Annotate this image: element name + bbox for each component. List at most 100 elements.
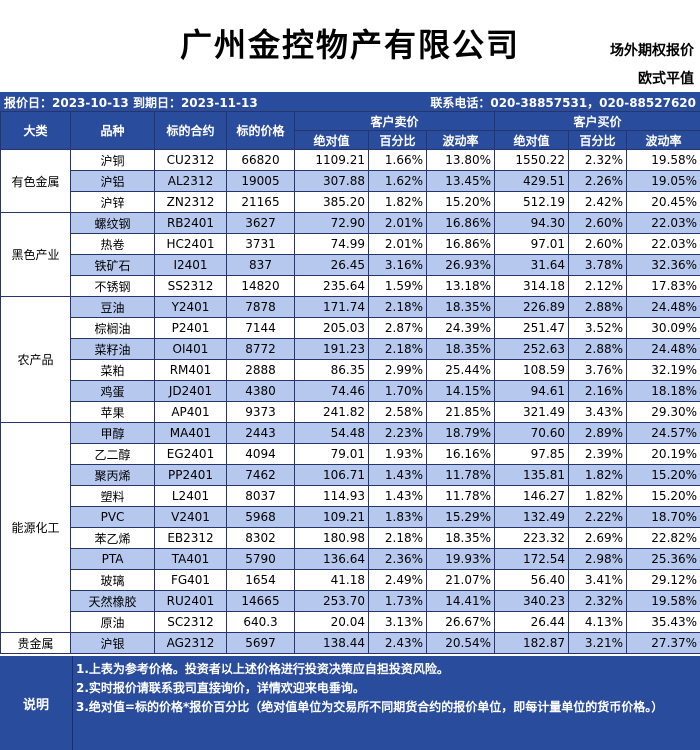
- variety-cell: 沪银: [70, 632, 155, 654]
- price-cell: 8037: [226, 485, 295, 507]
- sell-abs-cell: 191.23: [294, 338, 369, 360]
- table-row: 贵金属 沪银 AG2312 5697 138.44 2.43% 20.54% 182.87 3.…: [0, 632, 700, 654]
- category-cell: 黑色产业: [0, 212, 71, 297]
- table-row: 铁矿石 I2401 837 26.45 3.16% 26.93% 31.64 3.78% 32.…: [1, 254, 700, 276]
- buy-vol-cell: 20.45%: [626, 191, 700, 213]
- quote-table: 大类 品种 标的合约 标的价格 客户卖价 客户买价 绝对值 百分比 波动率 绝对…: [0, 111, 700, 654]
- buy-vol-cell: 25.36%: [626, 548, 700, 570]
- sell-abs-cell: 41.18: [294, 569, 369, 591]
- variety-cell: PVC: [70, 506, 155, 528]
- sell-pct-cell: 1.59%: [368, 275, 427, 297]
- buy-vol-cell: 32.36%: [626, 254, 700, 276]
- variety-cell: 沪铜: [70, 149, 155, 171]
- buy-pct-cell: 2.60%: [568, 233, 628, 255]
- header-row-2: 绝对值 百分比 波动率 绝对值 百分比 波动率: [1, 130, 700, 150]
- sell-vol-cell: 13.80%: [425, 149, 496, 171]
- buy-abs-cell: 97.01: [494, 233, 570, 255]
- buy-vol-cell: 20.19%: [626, 443, 700, 465]
- contract-cell: HC2401: [154, 233, 227, 255]
- buy-pct-cell: 2.22%: [568, 506, 628, 528]
- variety-cell: 棕榈油: [70, 317, 155, 339]
- price-cell: 14820: [226, 275, 295, 297]
- sell-abs-cell: 385.20: [294, 191, 369, 213]
- sell-pct-cell: 2.18%: [368, 527, 427, 549]
- buy-vol-cell: 27.37%: [626, 632, 700, 654]
- sell-vol-cell: 26.93%: [425, 254, 496, 276]
- contract-cell: JD2401: [154, 380, 227, 402]
- sell-pct-cell: 1.83%: [368, 506, 427, 528]
- buy-abs-cell: 94.30: [494, 212, 570, 234]
- sell-pct-cell: 2.49%: [368, 569, 427, 591]
- buy-pct-cell: 3.21%: [568, 632, 628, 654]
- buy-abs-cell: 512.19: [494, 191, 570, 213]
- sell-pct-cell: 3.16%: [368, 254, 427, 276]
- price-cell: 4380: [226, 380, 295, 402]
- sell-abs-cell: 235.64: [294, 275, 369, 297]
- notes-label: 说明: [0, 656, 73, 750]
- table-row: 玻璃 FG401 1654 41.18 2.49% 21.07% 56.40 3.41% 29.…: [1, 569, 700, 591]
- sell-vol-cell: 24.39%: [425, 317, 496, 339]
- sell-vol-cell: 16.16%: [425, 443, 496, 465]
- contract-cell: AL2312: [154, 170, 227, 192]
- buy-vol-cell: 29.30%: [626, 401, 700, 423]
- sell-abs-cell: 171.74: [294, 296, 369, 318]
- col-group-buy: 客户买价: [494, 111, 700, 131]
- variety-cell: 沪铝: [70, 170, 155, 192]
- buy-vol-cell: 19.58%: [626, 590, 700, 612]
- contract-cell: ZN2312: [154, 191, 227, 213]
- sell-vol-cell: 15.20%: [425, 191, 496, 213]
- table-row: 农产品 豆油 Y2401 7878 171.74 2.18% 18.35% 226.89 2.8…: [0, 296, 700, 423]
- sell-pct-cell: 2.18%: [368, 296, 427, 318]
- table-row: PVC V2401 5968 109.21 1.83% 15.29% 132.49 2.22%…: [1, 506, 700, 528]
- sell-abs-cell: 20.04: [294, 611, 369, 633]
- price-cell: 7462: [226, 464, 295, 486]
- variety-cell: 甲醇: [70, 422, 155, 444]
- price-cell: 9373: [226, 401, 295, 423]
- buy-vol-cell: 24.48%: [626, 296, 700, 318]
- contract-cell: FG401: [154, 569, 227, 591]
- note-line: 3.绝对值=标的价格*报价百分比（绝对值单位为交易所不同期货合约的报价单位，即每…: [76, 700, 664, 714]
- sell-vol-cell: 20.54%: [425, 632, 496, 654]
- category-cell: 贵金属: [0, 632, 71, 654]
- buy-vol-cell: 18.70%: [626, 506, 700, 528]
- sell-pct-cell: 2.23%: [368, 422, 427, 444]
- table-row: 有色金属 沪铜 CU2312 66820 1109.21 1.66% 13.80% 1550.…: [0, 149, 700, 213]
- price-cell: 640.3: [226, 611, 295, 633]
- notes-body: 1.上表为参考价格。投资者以上述价格进行投资决策应自担投资风险。 2.实时报价请…: [76, 660, 696, 717]
- price-cell: 3627: [226, 212, 295, 234]
- sell-abs-cell: 86.35: [294, 359, 369, 381]
- sell-pct-cell: 1.93%: [368, 443, 427, 465]
- sell-abs-cell: 72.90: [294, 212, 369, 234]
- buy-pct-cell: 2.88%: [568, 338, 628, 360]
- table-row: 沪铝 AL2312 19005 307.88 1.62% 13.45% 429.51 2.26…: [1, 170, 700, 192]
- price-cell: 7878: [226, 296, 295, 318]
- price-cell: 837: [226, 254, 295, 276]
- buy-abs-cell: 1550.22: [494, 149, 570, 171]
- buy-pct-cell: 4.13%: [568, 611, 628, 633]
- table-row: 热卷 HC2401 3731 74.99 2.01% 16.86% 97.01 2.60% 22…: [1, 233, 700, 255]
- table-row: 塑料 L2401 8037 114.93 1.43% 11.78% 146.27 1.82% 1…: [1, 485, 700, 507]
- contract-cell: L2401: [154, 485, 227, 507]
- buy-pct-cell: 3.78%: [568, 254, 628, 276]
- table-row: 苯乙烯 EB2312 8302 180.98 2.18% 18.35% 223.32 2.69…: [1, 527, 700, 549]
- date-info: 报价日：2023-10-13 到期日：2023-11-13: [4, 94, 258, 111]
- col-category: 大类: [0, 111, 71, 150]
- sell-abs-cell: 74.99: [294, 233, 369, 255]
- buy-abs-cell: 97.85: [494, 443, 570, 465]
- price-cell: 8302: [226, 527, 295, 549]
- sell-pct-cell: 2.01%: [368, 233, 427, 255]
- buy-abs-cell: 56.40: [494, 569, 570, 591]
- buy-abs-cell: 223.32: [494, 527, 570, 549]
- table-row: 黑色产业 螺纹钢 RB2401 3627 72.90 2.01% 16.86% 94.30 2.…: [0, 212, 700, 297]
- contract-cell: EG2401: [154, 443, 227, 465]
- variety-cell: 不锈钢: [70, 275, 155, 297]
- sell-vol-cell: 13.45%: [425, 170, 496, 192]
- buy-pct-cell: 2.89%: [568, 422, 628, 444]
- col-sell-pct: 百分比: [368, 130, 427, 150]
- table-row: 棕榈油 P2401 7144 205.03 2.87% 24.39% 251.47 3.52%…: [1, 317, 700, 339]
- sell-vol-cell: 19.93%: [425, 548, 496, 570]
- variety-cell: 热卷: [70, 233, 155, 255]
- contract-cell: AP401: [154, 401, 227, 423]
- buy-abs-cell: 321.49: [494, 401, 570, 423]
- table-row: 聚丙烯 PP2401 7462 106.71 1.43% 11.78% 135.81 1.82…: [1, 464, 700, 486]
